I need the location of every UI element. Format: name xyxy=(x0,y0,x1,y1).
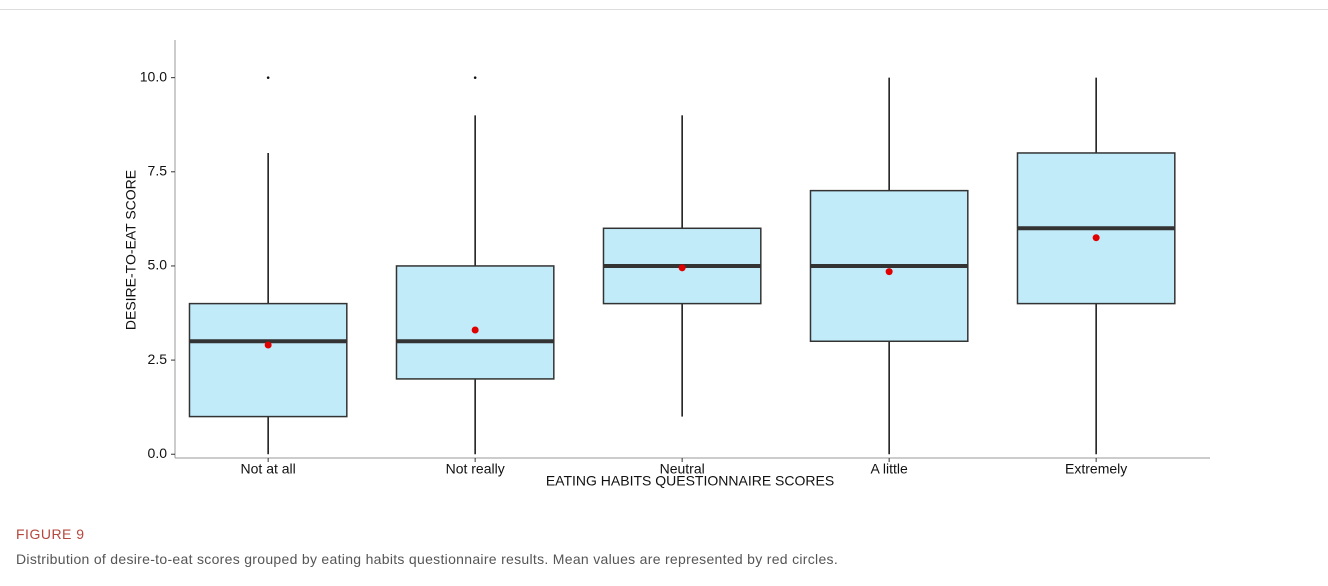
y-tick-label: 2.5 xyxy=(148,351,168,367)
mean-dot xyxy=(471,326,479,334)
outlier xyxy=(266,76,270,79)
box xyxy=(395,265,555,380)
x-tick-label: Neutral xyxy=(660,461,705,477)
outlier xyxy=(473,76,477,79)
x-axis-title: EATING HABITS QUESTIONNAIRE SCORES xyxy=(546,473,834,489)
y-tick-label: 5.0 xyxy=(148,257,168,273)
x-tick-label: Not at all xyxy=(241,461,296,477)
x-tick-label: Not really xyxy=(446,461,505,477)
y-axis-title: DESIRE-TO-EAT SCORE xyxy=(123,170,139,330)
y-tick-label: 7.5 xyxy=(148,163,168,179)
figure-label: FIGURE 9 xyxy=(16,526,85,542)
x-tick-label: Extremely xyxy=(1065,461,1127,477)
mean-dot xyxy=(1092,234,1100,242)
y-tick-label: 0.0 xyxy=(148,445,168,461)
mean-dot xyxy=(678,264,686,272)
mean-dot xyxy=(264,341,272,349)
box xyxy=(188,302,348,418)
top-rule xyxy=(0,9,1328,10)
x-tick-label: A little xyxy=(870,461,908,477)
chart: EATING HABITS QUESTIONNAIRE SCORES DESIR… xyxy=(123,40,1210,489)
figure-caption: Distribution of desire-to-eat scores gro… xyxy=(16,551,839,567)
y-tick-label: 10.0 xyxy=(140,68,167,84)
mean-dot xyxy=(885,268,893,276)
